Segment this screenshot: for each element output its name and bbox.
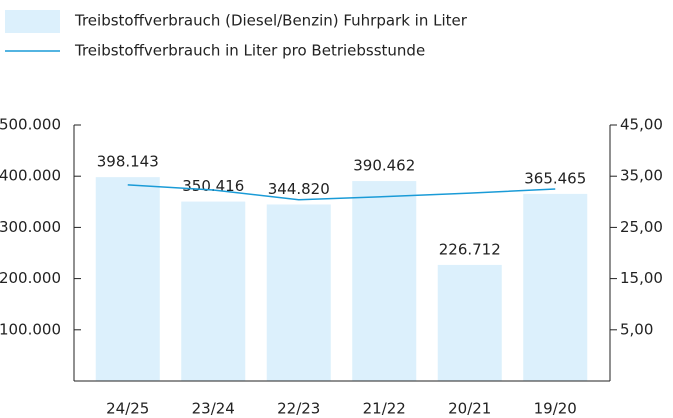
y-tick-label: 200.000 (0, 269, 61, 287)
y-tick-label: 400.000 (0, 167, 61, 185)
line (127, 184, 556, 201)
value-label: 365.465 (524, 169, 586, 187)
legend-label: Treibstoffverbrauch in Liter pro Betrieb… (74, 42, 425, 60)
bar (181, 201, 246, 381)
y2-tick-label: 45,00 (620, 116, 663, 134)
y-tick-label: 100.000 (0, 320, 61, 338)
y-tick-label: 300.000 (0, 218, 61, 236)
bar (352, 181, 417, 381)
value-label: 390.462 (353, 157, 415, 175)
x-tick-label: 23/24 (192, 400, 235, 418)
y2-tick-label: 35,00 (620, 167, 663, 185)
y2-tick-label: 5,00 (620, 320, 653, 338)
x-tick-label: 22/23 (277, 400, 320, 418)
value-label: 344.820 (268, 180, 330, 198)
y-tick-label: 500.000 (0, 116, 61, 134)
x-tick-label: 24/25 (106, 400, 149, 418)
x-tick-label: 19/20 (534, 400, 577, 418)
bar (266, 204, 331, 381)
bar (523, 193, 588, 381)
x-tick-label: 21/22 (363, 400, 406, 418)
legend-label: Treibstoffverbrauch (Diesel/Benzin) Fuhr… (74, 12, 468, 30)
bar (437, 264, 502, 381)
x-tick-label: 20/21 (448, 400, 491, 418)
value-label: 226.712 (439, 240, 501, 258)
value-label: 350.416 (182, 177, 244, 195)
y2-tick-label: 15,00 (620, 269, 663, 287)
bar (95, 177, 160, 381)
value-label: 398.143 (97, 153, 159, 171)
legend-swatch (5, 10, 60, 33)
y2-tick-label: 25,00 (620, 218, 663, 236)
